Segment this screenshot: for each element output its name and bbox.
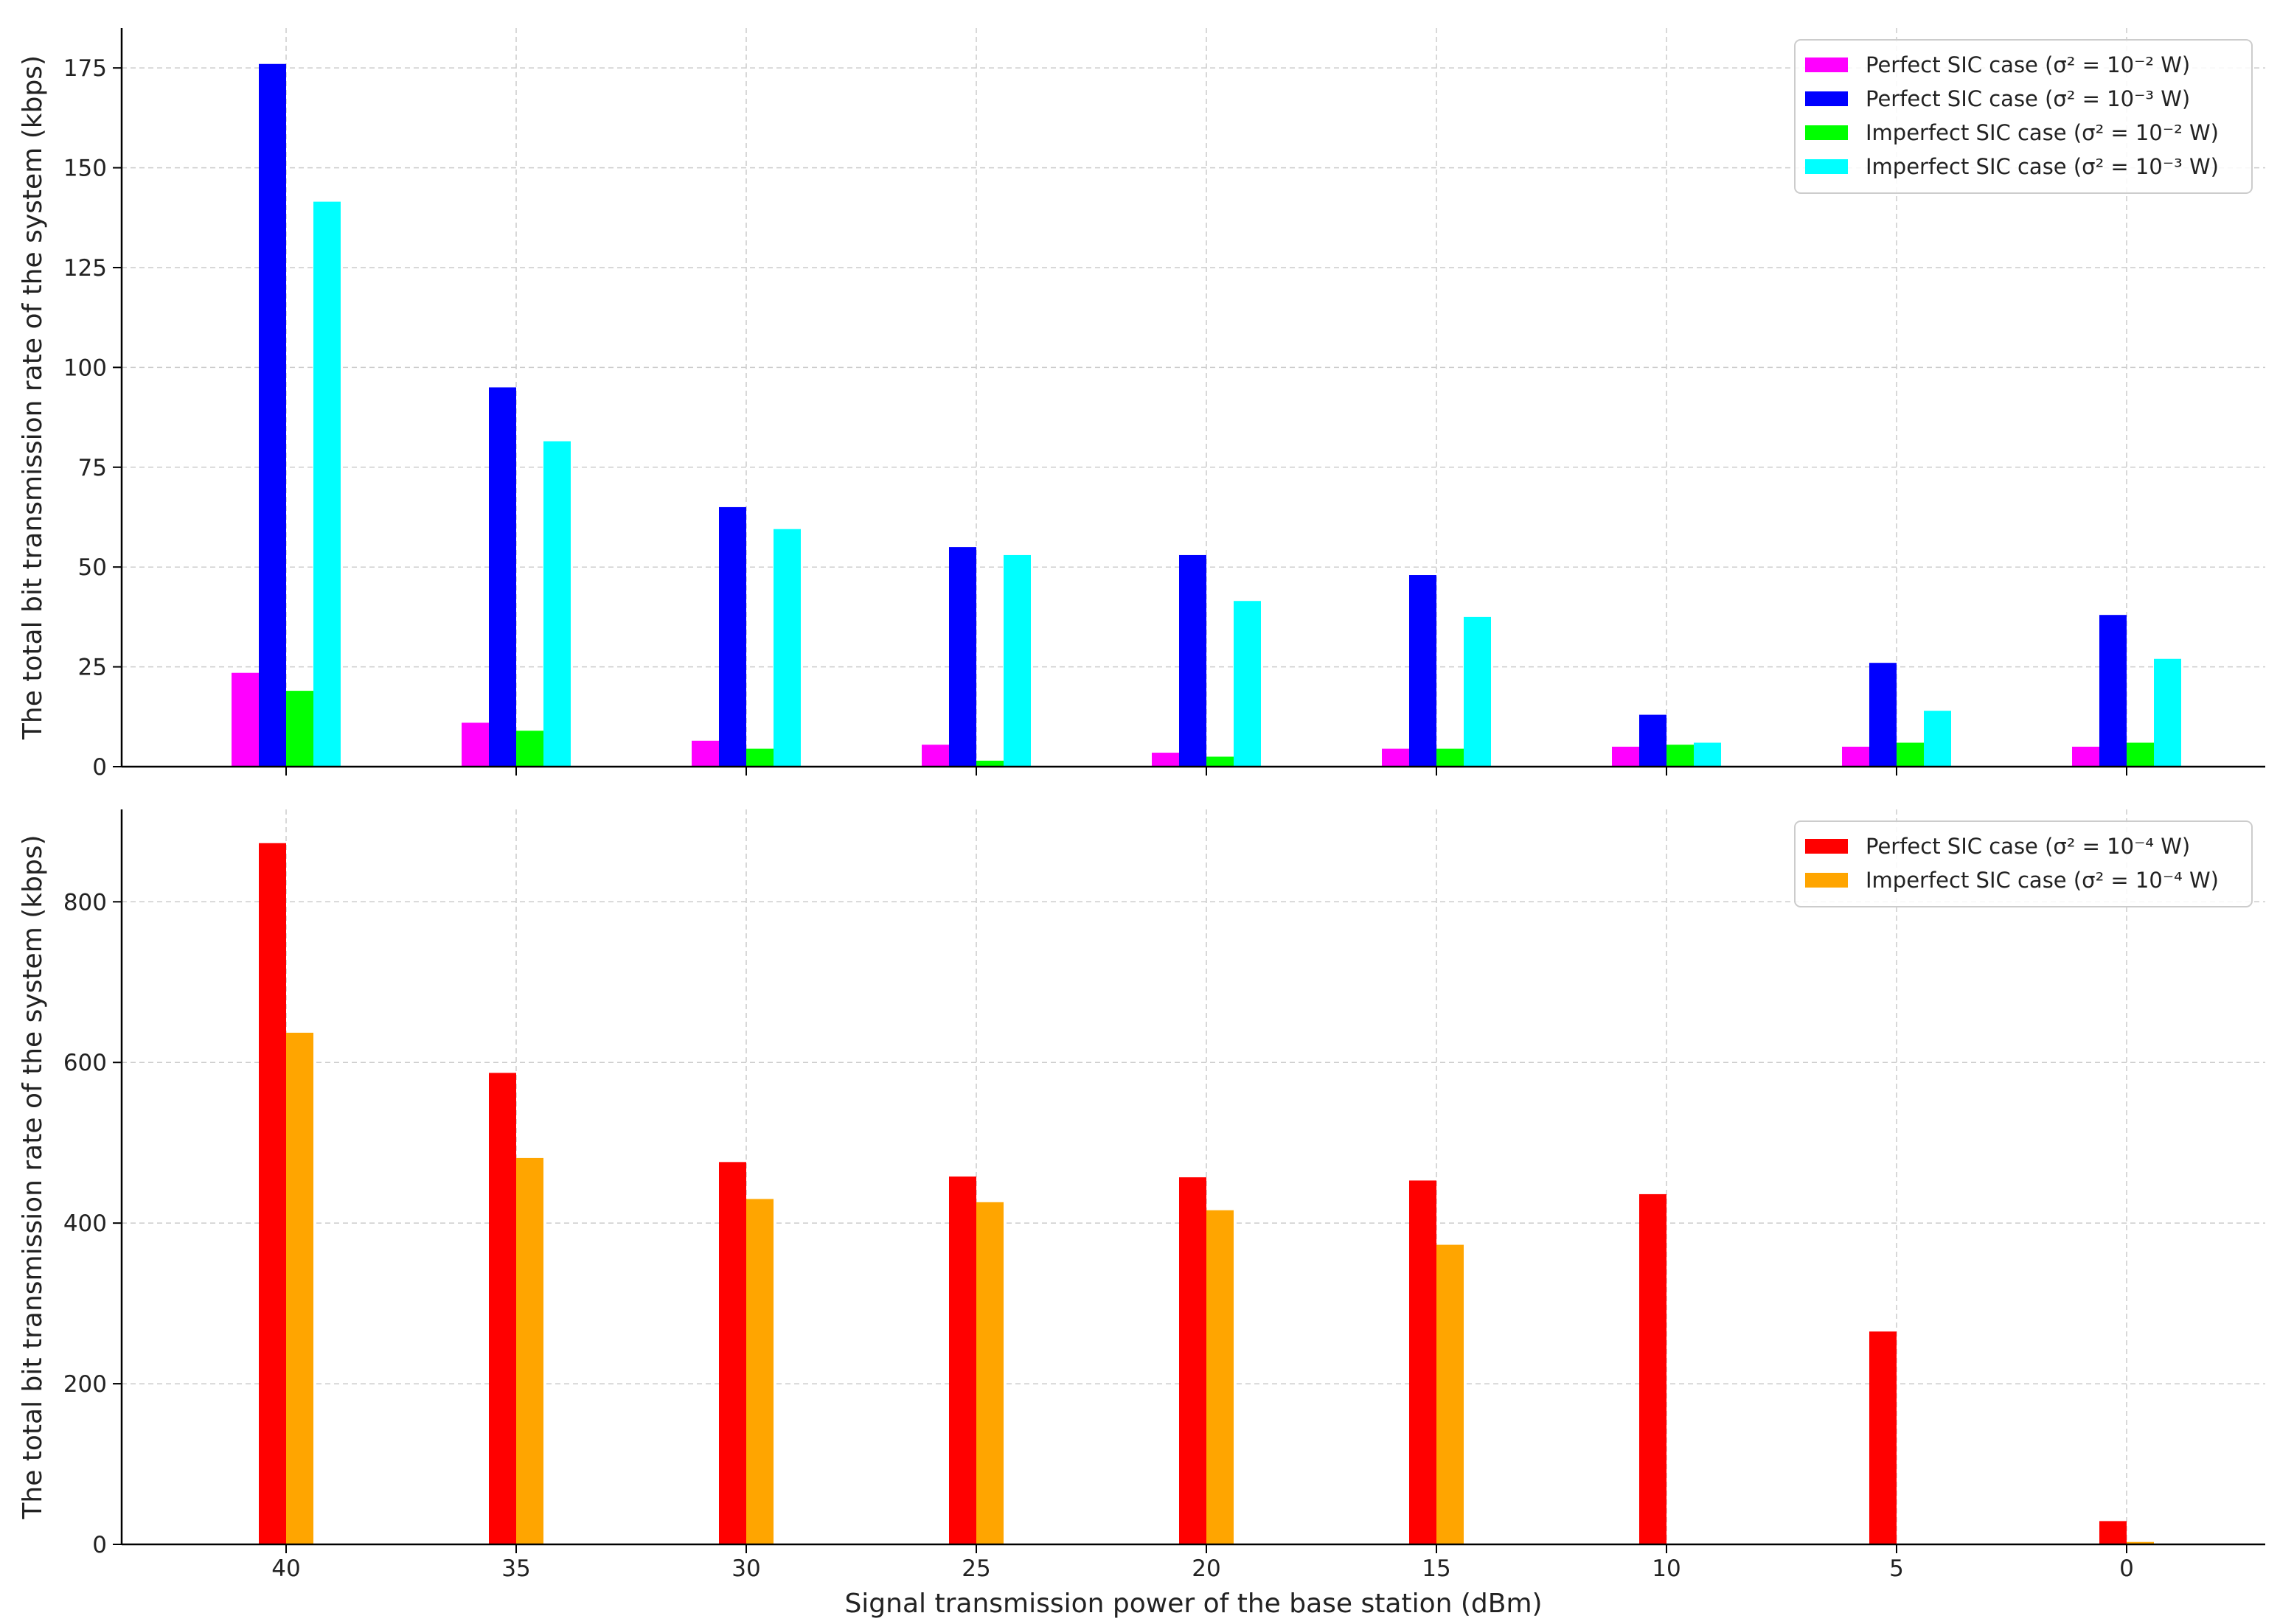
x-tick-label: 15: [1422, 1555, 1450, 1582]
bar-3-5: [1897, 742, 1924, 767]
legend: Perfect SIC case (σ² = 10⁻⁴ W) Imperfect …: [1794, 820, 2253, 907]
bar-2-40: [286, 1032, 313, 1544]
legend-swatch: [1805, 839, 1848, 854]
bar-1-20: [1152, 753, 1179, 767]
bar-2-35: [489, 387, 516, 767]
legend-label: Imperfect SIC case (σ² = 10⁻³ W): [1866, 154, 2219, 179]
y-axis-label: The total bit transmission rate of the s…: [18, 55, 48, 740]
bar-4-0: [2154, 658, 2181, 767]
bar-2-40: [259, 63, 286, 767]
legend-swatch: [1805, 57, 1848, 72]
y-tick-label: 50: [78, 554, 107, 581]
y-tick-label: 125: [63, 255, 107, 282]
bar-1-0: [2072, 746, 2099, 767]
bar-2-5: [1869, 663, 1897, 767]
y-tick-label: 100: [63, 355, 107, 381]
bar-2-30: [719, 506, 746, 767]
bar-2-15: [1409, 575, 1436, 767]
bar-1-5: [1869, 1331, 1897, 1544]
bar-1-10: [1639, 1193, 1666, 1544]
y-tick-label: 600: [63, 1050, 107, 1076]
bar-2-10: [1639, 714, 1666, 767]
bar-4-5: [1924, 711, 1951, 767]
x-tick-label: 5: [1889, 1555, 1904, 1582]
bar-1-40: [232, 672, 259, 767]
bar-4-40: [313, 201, 341, 767]
bar-1-15: [1409, 1180, 1436, 1544]
x-tick-label: 10: [1652, 1555, 1681, 1582]
bar-4-35: [543, 441, 571, 767]
legend-label: Imperfect SIC case (σ² = 10⁻² W): [1866, 120, 2219, 145]
legend-swatch: [1805, 159, 1848, 174]
legend-label: Imperfect SIC case (σ² = 10⁻⁴ W): [1866, 868, 2219, 893]
x-tick-label: 40: [271, 1555, 300, 1582]
bar-3-30: [746, 748, 774, 767]
y-axis-label: The total bit transmission rate of the s…: [18, 834, 48, 1519]
bar-1-25: [922, 745, 949, 767]
legend-box: [1794, 39, 2253, 194]
bar-3-20: [1206, 756, 1234, 767]
bar-3-25: [976, 760, 1004, 767]
bar-2-25: [976, 1202, 1004, 1544]
bar-1-0: [2099, 1521, 2127, 1544]
bar-3-35: [516, 731, 543, 767]
y-tick-label: 0: [92, 1532, 107, 1558]
bar-2-30: [746, 1199, 774, 1544]
y-tick-label: 200: [63, 1371, 107, 1398]
bar-3-0: [2127, 742, 2154, 767]
y-tick-label: 150: [63, 156, 107, 182]
bar-1-10: [1612, 746, 1639, 767]
x-tick-label: 30: [731, 1555, 760, 1582]
bar-3-40: [286, 691, 313, 767]
bar-1-5: [1842, 746, 1869, 767]
bar-4-25: [1004, 554, 1031, 767]
x-tick-label: 35: [501, 1555, 530, 1582]
y-tick-label: 0: [92, 754, 107, 781]
legend-box: [1794, 820, 2253, 907]
bar-1-30: [719, 1162, 746, 1544]
bar-2-0: [2127, 1541, 2154, 1544]
bar-3-10: [1666, 745, 1694, 767]
y-tick-label: 25: [78, 655, 107, 681]
x-tick-label: 20: [1192, 1555, 1220, 1582]
bar-2-35: [516, 1157, 543, 1544]
bar-1-35: [489, 1073, 516, 1544]
legend-swatch: [1805, 91, 1848, 106]
bar-4-30: [774, 529, 801, 767]
legend-swatch: [1805, 873, 1848, 888]
bar-4-20: [1234, 601, 1261, 767]
legend-label: Perfect SIC case (σ² = 10⁻³ W): [1866, 86, 2190, 111]
legend: Perfect SIC case (σ² = 10⁻² W) Perfect SI…: [1794, 39, 2253, 194]
y-tick-label: 800: [63, 889, 107, 916]
bar-2-0: [2099, 615, 2127, 767]
bar-4-10: [1694, 742, 1721, 767]
bar-1-25: [949, 1176, 976, 1544]
legend-label: Perfect SIC case (σ² = 10⁻² W): [1866, 52, 2190, 77]
bar-2-15: [1436, 1244, 1464, 1544]
chart-panel-2: 0 200 400 600 800 40 35 30 25 20 15 10 5 0 The total b…: [18, 809, 2265, 1619]
bar-2-25: [949, 547, 976, 767]
y-tick-label: 400: [63, 1210, 107, 1237]
x-tick-label: 0: [2119, 1555, 2134, 1582]
bar-2-20: [1179, 554, 1206, 767]
y-tick-label: 175: [63, 55, 107, 82]
bar-1-30: [692, 740, 719, 767]
x-tick-label: 25: [962, 1555, 990, 1582]
bar-1-40: [259, 843, 286, 1544]
x-axis-label: Signal transmission power of the base st…: [844, 1589, 1542, 1619]
legend-swatch: [1805, 125, 1848, 140]
chart-panel-1: 0 25 50 75 100 125 150 175 The total bit transmi…: [18, 28, 2265, 781]
bar-1-35: [462, 722, 489, 767]
bar-1-20: [1179, 1177, 1206, 1544]
bar-1-15: [1382, 748, 1409, 767]
bar-3-15: [1436, 748, 1464, 767]
y-tick-label: 75: [78, 455, 107, 481]
bar-4-15: [1464, 616, 1491, 767]
legend-label: Perfect SIC case (σ² = 10⁻⁴ W): [1866, 834, 2190, 859]
bar-2-20: [1206, 1210, 1234, 1544]
